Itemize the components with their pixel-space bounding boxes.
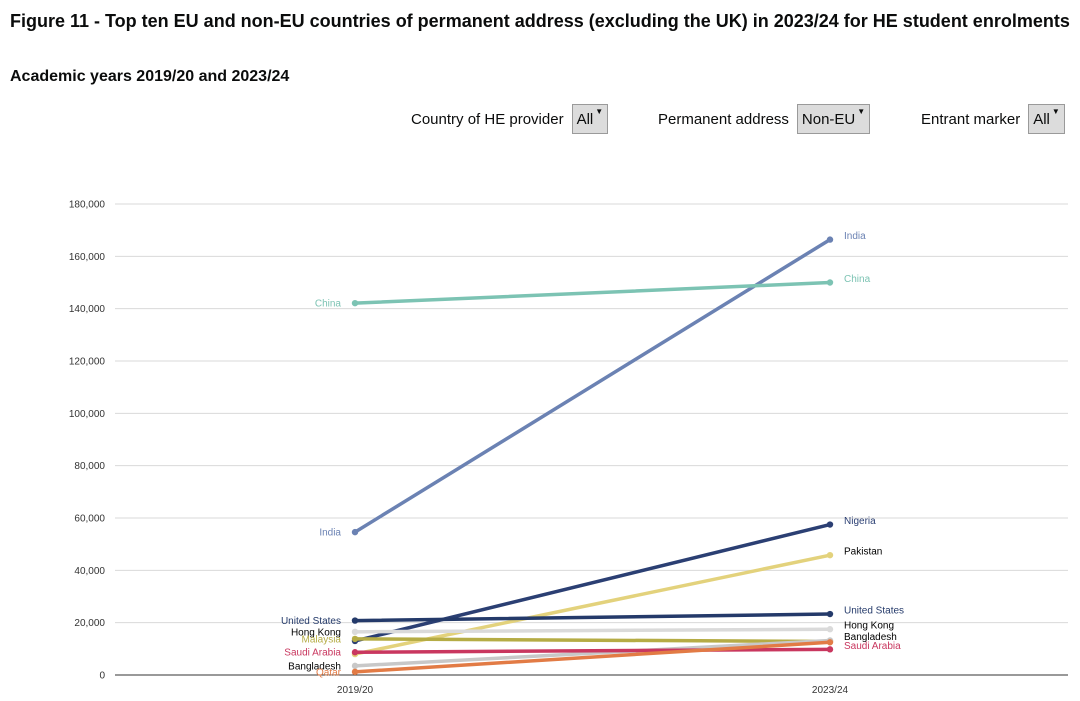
data-label-start-qatar: Qatar xyxy=(316,667,342,678)
data-point-hong-kong-end xyxy=(826,626,834,633)
permanent-address-select[interactable]: Non-EU ▼ xyxy=(796,104,871,134)
series-line-united-states xyxy=(353,612,832,623)
filter-permanent-address: Permanent address Non-EU ▼ xyxy=(658,102,871,136)
grid-layer: 0 20,000 40,000 60,000 80,000 100,000 120,000 1… xyxy=(69,200,1068,696)
data-label-end-united-states: United States xyxy=(844,606,904,617)
data-point-india-end xyxy=(826,236,834,243)
filter-label: Entrant marker xyxy=(921,110,1021,128)
series-line-saudi-arabia xyxy=(353,647,832,654)
label-layer: India India China China Nigeria Pakistan Unite… xyxy=(281,231,904,678)
data-label-start-hong-kong: Hong Kong xyxy=(291,627,341,638)
data-point-malaysia-start xyxy=(351,635,359,643)
data-label-start-india: India xyxy=(319,528,341,539)
series-line-hong-kong xyxy=(353,627,832,634)
data-point-china-end xyxy=(826,279,834,286)
page-title: Figure 11 - Top ten EU and non-EU countr… xyxy=(10,11,1070,31)
data-label-end-nigeria: Nigeria xyxy=(844,516,876,527)
data-point-bangladesh-start xyxy=(351,662,359,670)
y-tick-label: 100,000 xyxy=(69,409,106,420)
data-point-qatar-end xyxy=(826,639,834,646)
series-layer xyxy=(351,236,834,676)
filter-bar: Country of HE provider All ▼ Permanent a… xyxy=(0,102,1070,138)
data-point-china-start xyxy=(351,299,359,307)
data-label-end-bangladesh: Bangladesh xyxy=(844,632,897,643)
series-line-qatar xyxy=(353,640,832,674)
data-label-end-hong-kong: Hong Kong xyxy=(844,621,894,632)
x-tick-label: 2019/20 xyxy=(337,685,374,696)
chevron-down-icon: ▼ xyxy=(857,107,866,116)
y-tick-label: 180,000 xyxy=(69,200,106,211)
series-line-nigeria xyxy=(353,522,832,643)
data-point-saudi-arabia-end xyxy=(826,646,834,653)
data-label-start-china: China xyxy=(315,299,342,310)
data-point-nigeria-end xyxy=(826,521,834,528)
data-point-united-states-start xyxy=(351,617,359,624)
data-label-end-saudi-arabia: Saudi Arabia xyxy=(844,641,901,652)
data-label-start-bangladesh: Bangladesh xyxy=(288,661,341,672)
y-tick-label: 140,000 xyxy=(69,304,106,315)
entrant-marker-select[interactable]: All ▼ xyxy=(1028,104,1065,134)
data-label-start-united-states: United States xyxy=(281,616,341,627)
y-tick-label: 60,000 xyxy=(74,514,105,525)
provider-country-select[interactable]: All ▼ xyxy=(571,104,609,134)
series-line-india xyxy=(353,237,832,534)
chevron-down-icon: ▼ xyxy=(595,107,604,116)
data-point-united-states-end xyxy=(826,610,834,618)
data-label-end-pakistan: Pakistan xyxy=(844,547,882,558)
data-label-start-malaysia: Malaysia xyxy=(302,634,342,645)
filter-label: Permanent address xyxy=(658,110,789,128)
filter-entrant-marker: Entrant marker All ▼ xyxy=(921,102,1065,136)
page-subtitle: Academic years 2019/20 and 2023/24 xyxy=(10,68,290,85)
select-value: Non-EU xyxy=(801,111,856,128)
y-tick-label: 20,000 xyxy=(74,618,105,629)
chevron-down-icon: ▼ xyxy=(1051,107,1060,116)
filter-label: Country of HE provider xyxy=(411,110,564,128)
data-point-hong-kong-start xyxy=(351,628,359,636)
series-line-bangladesh xyxy=(353,638,832,668)
y-tick-label: 40,000 xyxy=(74,566,105,577)
y-tick-label: 0 xyxy=(99,671,105,682)
select-value: All xyxy=(1033,111,1050,128)
filter-country-of-provider: Country of HE provider All ▼ xyxy=(411,102,609,136)
y-tick-label: 120,000 xyxy=(69,357,106,368)
data-point-pakistan-end xyxy=(826,551,834,559)
series-line-china xyxy=(353,280,832,305)
y-tick-label: 80,000 xyxy=(74,461,105,472)
series-line-malaysia xyxy=(353,637,832,644)
data-label-end-india: India xyxy=(844,231,866,242)
y-tick-label: 160,000 xyxy=(69,252,106,263)
data-point-india-start xyxy=(351,528,359,536)
data-label-start-saudi-arabia: Saudi Arabia xyxy=(284,648,341,659)
slope-chart: 0 20,000 40,000 60,000 80,000 100,000 120,000 1… xyxy=(69,200,1068,696)
select-value: All xyxy=(576,111,594,128)
x-tick-label: 2023/24 xyxy=(812,685,849,696)
data-label-end-china: China xyxy=(844,274,871,285)
data-point-saudi-arabia-start xyxy=(351,649,359,656)
data-point-qatar-start xyxy=(351,668,359,676)
